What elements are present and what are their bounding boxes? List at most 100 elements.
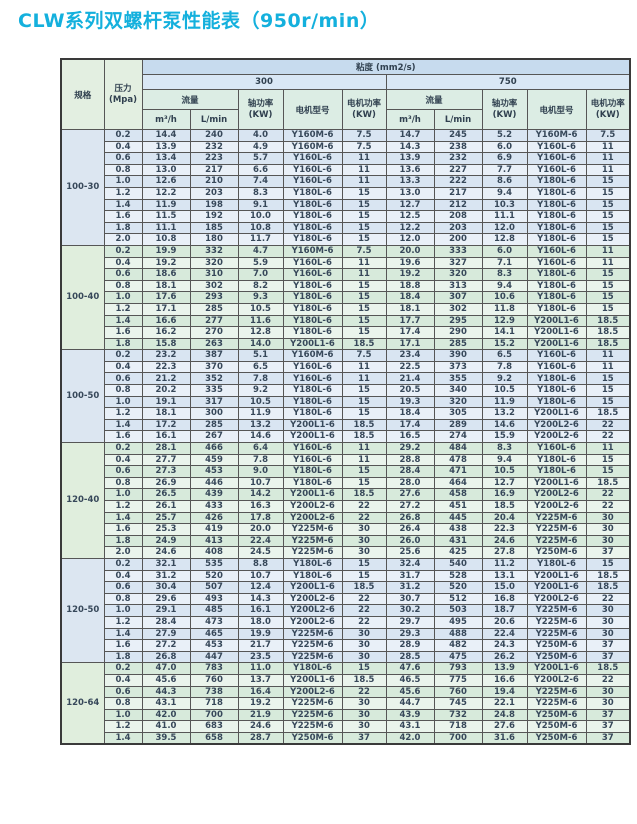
data-cell: Y180L-6 <box>282 326 343 339</box>
data-cell: Y180L-6 <box>282 395 343 409</box>
data-cell: 203 <box>433 221 483 235</box>
data-cell: 267 <box>189 430 239 444</box>
table-row: 1.0 12.6 210 7.4 Y160L-6 11 13.3 222 8.6 Y180L-6 1… <box>61 175 631 188</box>
table-row: 0.8 43.1 718 19.2 Y225M-6 30 44.7 745 22.1 Y225M-… <box>61 697 631 710</box>
data-cell: 16.6 <box>481 673 528 687</box>
data-cell: 13.9 <box>385 152 435 165</box>
pressure-cell: 0.8 <box>103 163 143 177</box>
data-cell: 11 <box>341 152 387 165</box>
data-cell: 11.1 <box>141 221 191 235</box>
data-cell: Y200L1-6 <box>526 581 587 594</box>
data-cell: Y180L-6 <box>526 268 587 281</box>
data-cell: Y200L2-6 <box>282 604 343 617</box>
table-body: 100-30 0.2 14.4 240 4.0 Y160M-6 7.5 14.7 245 5.2 Y… <box>60 129 631 745</box>
data-cell: 7.0 <box>237 268 284 281</box>
data-cell: 28.8 <box>385 453 435 467</box>
data-cell: 30.4 <box>141 581 191 594</box>
data-cell: 10.7 <box>237 569 284 583</box>
data-cell: 30 <box>341 708 387 722</box>
data-cell: Y180L-6 <box>282 198 343 212</box>
data-cell: 277 <box>189 314 239 328</box>
data-cell: 15 <box>585 302 631 316</box>
data-cell: 16.3 <box>237 500 284 513</box>
data-cell: 370 <box>189 360 239 374</box>
header-motor-power-line1: 电机功率 <box>590 98 625 109</box>
data-cell: 18.5 <box>585 407 631 420</box>
data-cell: 8.3 <box>481 442 528 455</box>
header-m3h-300: m³/h <box>141 109 191 130</box>
table-row: 0.6 27.3 453 9.0 Y180L-6 15 28.4 471 10.5 Y180L-6… <box>61 465 631 478</box>
data-cell: 14.7 <box>385 129 435 142</box>
data-cell: 15.9 <box>481 430 528 444</box>
pressure-cell: 0.8 <box>103 592 143 606</box>
data-cell: 464 <box>433 476 483 490</box>
data-cell: 16.8 <box>481 592 528 606</box>
pressure-cell: 0.8 <box>103 697 143 710</box>
data-cell: Y200L1-6 <box>282 673 343 687</box>
data-cell: 18.5 <box>585 314 631 328</box>
data-cell: 26.0 <box>385 534 435 548</box>
data-cell: 775 <box>433 673 483 687</box>
data-cell: 11 <box>341 256 387 270</box>
data-cell: 10.5 <box>481 465 528 478</box>
data-cell: 26.5 <box>141 488 191 501</box>
pressure-cell: 1.4 <box>103 511 143 525</box>
data-cell: Y225M-6 <box>526 685 587 699</box>
pressure-cell: 0.4 <box>103 256 143 270</box>
data-cell: 27.2 <box>141 639 191 652</box>
data-cell: 37 <box>585 650 631 664</box>
data-cell: 19.1 <box>141 395 191 409</box>
data-cell: 15 <box>585 221 631 235</box>
data-cell: 20.5 <box>385 384 435 397</box>
data-cell: 7.8 <box>481 360 528 374</box>
data-cell: 6.4 <box>237 442 284 455</box>
data-cell: 25.7 <box>141 511 191 525</box>
data-cell: 12.9 <box>481 314 528 328</box>
data-cell: 445 <box>433 511 483 525</box>
data-cell: Y180L-6 <box>526 221 587 235</box>
data-cell: 11.6 <box>237 314 284 328</box>
data-cell: 15 <box>341 210 387 223</box>
data-cell: 7.8 <box>237 372 284 386</box>
data-cell: 458 <box>433 488 483 501</box>
data-cell: 7.5 <box>585 129 631 142</box>
data-cell: Y200L2-6 <box>526 592 587 606</box>
table-row: 0.6 21.2 352 7.8 Y160L-6 11 21.4 355 9.2 Y180L-6 1… <box>61 372 631 386</box>
table-header: 规格 压力 (Mpa) 粘度 (mm2/s) 300 750 流量 轴功率 (K… <box>60 58 631 130</box>
data-cell: 327 <box>433 256 483 270</box>
data-cell: 15 <box>341 662 387 675</box>
table-row: 0.8 26.9 446 10.7 Y180L-6 15 28.0 464 12.7 Y200L1… <box>61 476 631 490</box>
data-cell: Y180L-6 <box>526 465 587 478</box>
data-cell: 27.3 <box>141 465 191 478</box>
table-row: 120-40 0.2 28.1 466 6.4 Y160L-6 11 29.2 484 8.3 Y1… <box>60 442 631 559</box>
table-row: 0.8 18.1 302 8.2 Y180L-6 15 18.8 313 9.4 Y180L-6 1… <box>61 279 631 293</box>
header-shaft-power-750: 轴功率 (KW) <box>481 89 528 130</box>
data-cell: 18.4 <box>385 407 435 420</box>
data-cell: 15 <box>585 210 631 223</box>
data-cell: 305 <box>433 407 483 420</box>
data-cell: 293 <box>189 291 239 304</box>
data-cell: Y160L-6 <box>526 442 587 455</box>
data-cell: 46.5 <box>385 673 435 687</box>
data-cell: Y225M-6 <box>282 546 343 559</box>
data-cell: 10.0 <box>237 210 284 223</box>
data-cell: 12.4 <box>237 581 284 594</box>
data-cell: 18.1 <box>141 279 191 293</box>
data-cell: Y200L1-6 <box>526 314 587 328</box>
pressure-cell: 0.4 <box>103 360 143 374</box>
pressure-cell: 1.2 <box>103 720 143 733</box>
header-motor-power-line1: 电机功率 <box>346 98 381 109</box>
data-cell: Y225M-6 <box>526 697 587 710</box>
data-cell: 459 <box>189 453 239 467</box>
data-cell: 27.6 <box>385 488 435 501</box>
data-cell: 22.1 <box>481 697 528 710</box>
data-cell: 15 <box>341 279 387 293</box>
data-cell: 9.3 <box>237 291 284 304</box>
table-row: 1.2 12.2 203 8.3 Y180L-6 15 13.0 217 9.4 Y180L-6 1… <box>61 186 631 200</box>
data-cell: 22 <box>341 500 387 513</box>
data-cell: 718 <box>433 720 483 733</box>
data-cell: Y225M-6 <box>526 627 587 641</box>
data-cell: 22 <box>585 500 631 513</box>
data-cell: 37 <box>585 708 631 722</box>
data-cell: 15 <box>341 314 387 328</box>
